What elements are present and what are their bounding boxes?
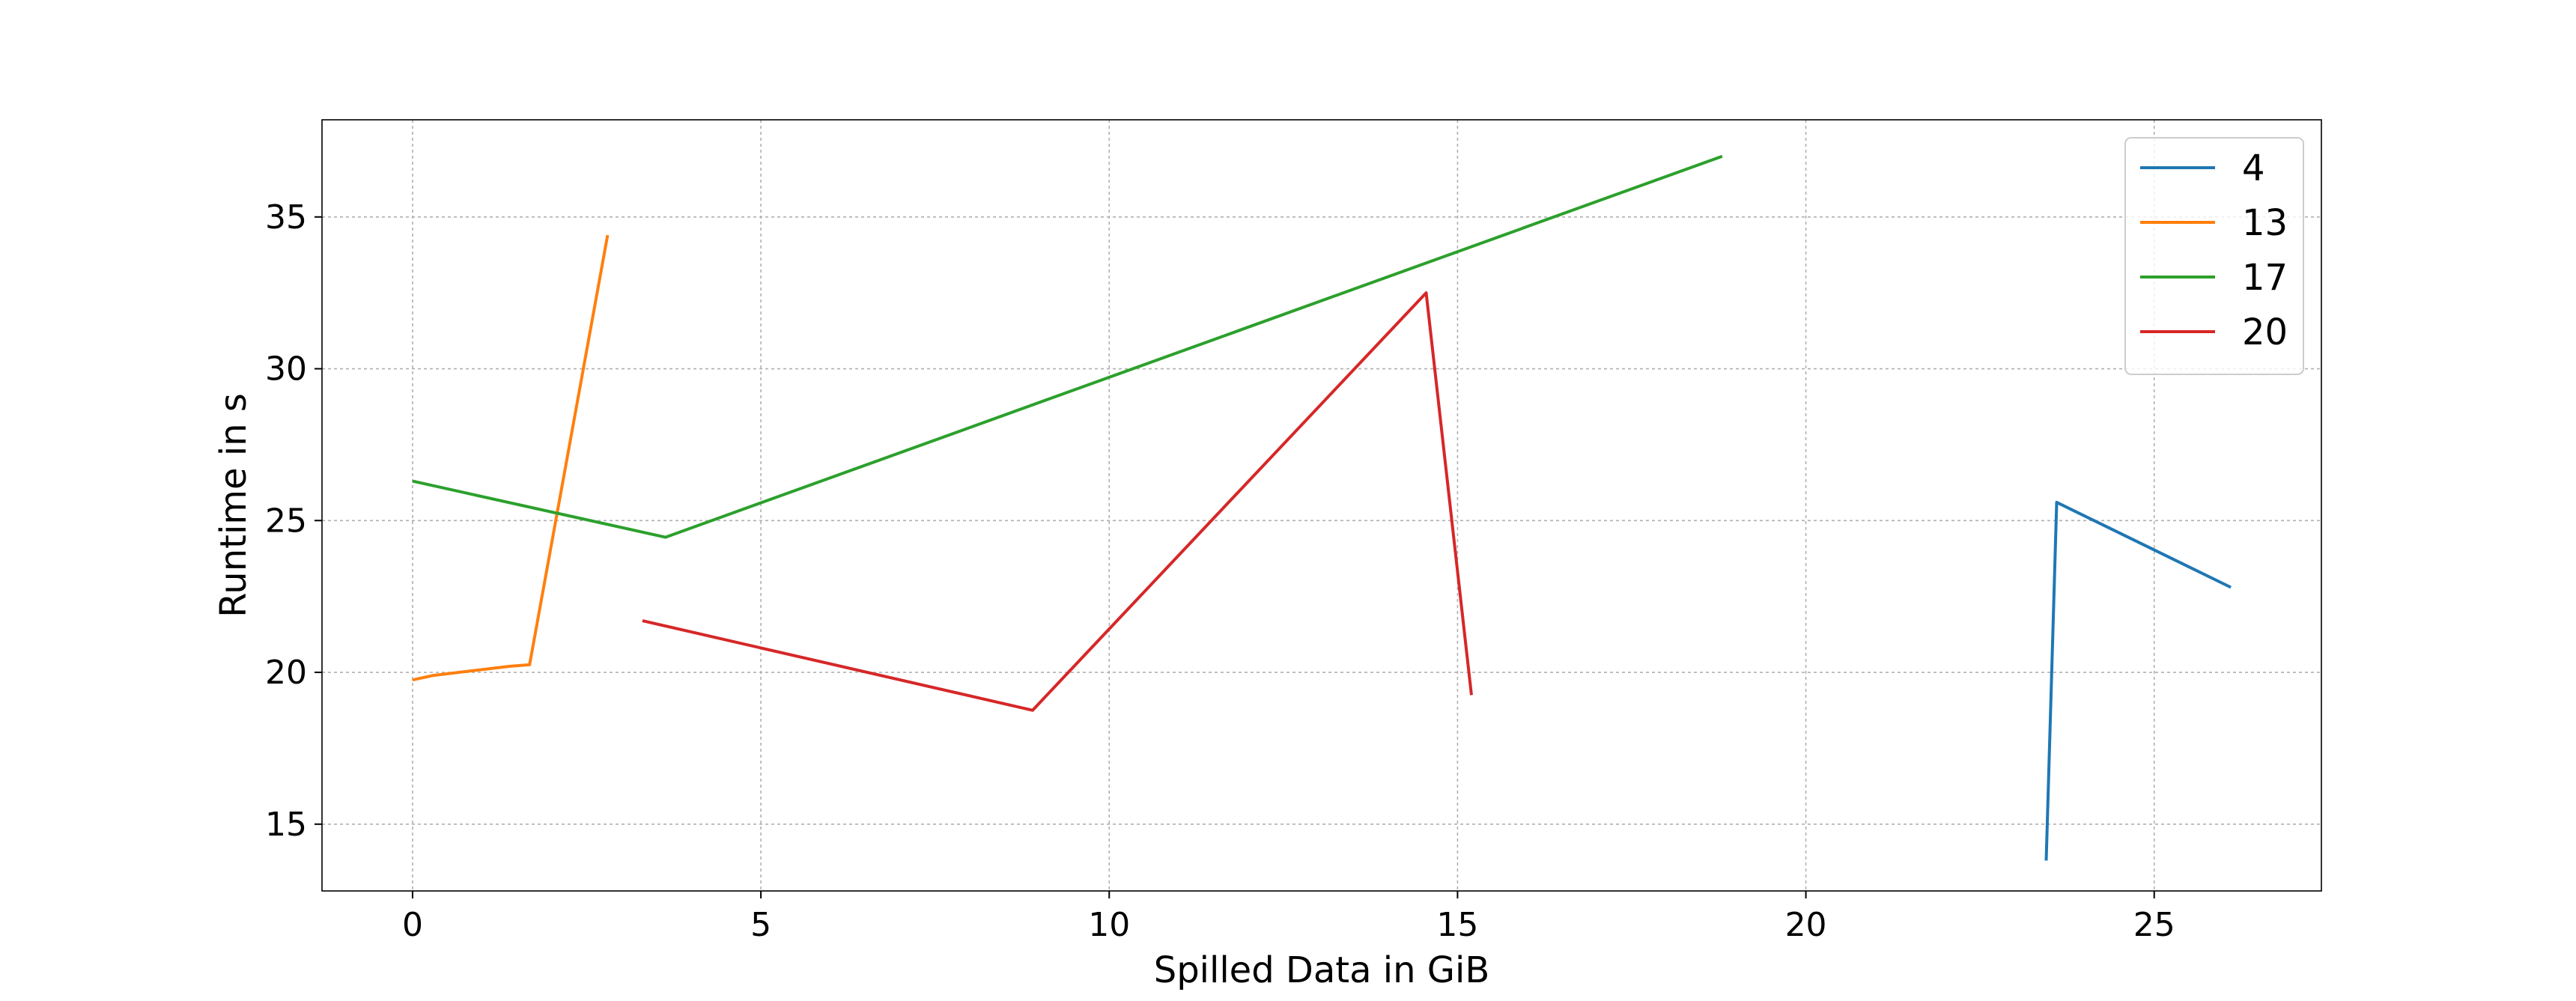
x-axis-label: Spilled Data in GiB — [1154, 949, 1490, 991]
y-tick-label: 35 — [265, 198, 307, 237]
y-axis-label: Runtime in s — [213, 393, 255, 618]
x-tick-label: 15 — [1436, 906, 1478, 944]
x-tick-label: 10 — [1088, 906, 1130, 944]
y-tick-label: 30 — [265, 350, 307, 389]
series-line-17 — [412, 154, 1723, 539]
legend-label-4: 4 — [2242, 147, 2265, 189]
series-line-20 — [642, 291, 1473, 712]
legend-label-20: 20 — [2242, 311, 2288, 353]
ticks: 0 5 10 15 20 25 15 20 25 30 35 — [265, 198, 2175, 944]
legend: 4 13 17 20 — [2124, 137, 2304, 375]
series-line-4 — [2044, 500, 2232, 861]
x-tick-label: 20 — [1785, 906, 1827, 944]
series-line-13 — [412, 234, 610, 682]
y-tick-label: 20 — [265, 654, 307, 692]
legend-label-17: 17 — [2242, 257, 2288, 299]
legend-box — [2124, 137, 2304, 375]
legend-label-13: 13 — [2242, 202, 2288, 244]
series-group — [412, 154, 2232, 861]
x-tick-label: 5 — [750, 906, 771, 944]
y-tick-label: 25 — [265, 502, 307, 540]
grid — [322, 120, 2321, 891]
plot-frame — [321, 119, 2322, 892]
x-tick-label: 0 — [402, 906, 423, 944]
y-tick-label: 15 — [265, 806, 307, 844]
x-tick-label: 25 — [2133, 906, 2175, 944]
